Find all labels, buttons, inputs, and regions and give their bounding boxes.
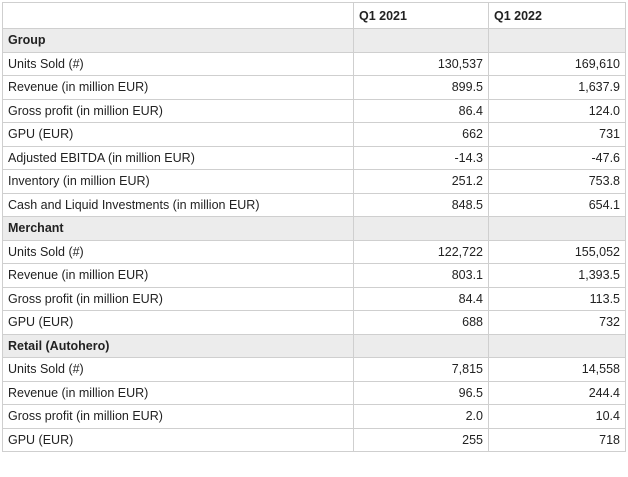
section-header-retail: Retail (Autohero) [2, 333, 626, 358]
header-q1-2022: Q1 2022 [488, 2, 626, 29]
value-q1-2021: 84.4 [353, 286, 489, 311]
value-q1-2021: 848.5 [353, 192, 489, 217]
value-q1-2022: 244.4 [488, 380, 626, 405]
row-label: Gross profit (in million EUR) [2, 98, 354, 123]
row-label: Units Sold (#) [2, 357, 354, 382]
value-q1-2021: 130,537 [353, 51, 489, 76]
table-row: Cash and Liquid Investments (in million … [2, 192, 626, 217]
value-q1-2021: 251.2 [353, 169, 489, 194]
table-row: Revenue (in million EUR) 96.5 244.4 [2, 380, 626, 405]
value-q1-2022: 1,637.9 [488, 75, 626, 100]
row-label: GPU (EUR) [2, 122, 354, 147]
section-title: Merchant [2, 216, 354, 241]
section-header-group: Group [2, 28, 626, 53]
kpi-table: Q1 2021 Q1 2022 Group Units Sold (#) 130… [2, 2, 626, 452]
section-empty-cell [353, 28, 489, 53]
header-q1-2021: Q1 2021 [353, 2, 489, 29]
value-q1-2021: 122,722 [353, 239, 489, 264]
header-label-column [2, 2, 354, 29]
value-q1-2021: 86.4 [353, 98, 489, 123]
table-row: Gross profit (in million EUR) 2.0 10.4 [2, 404, 626, 429]
value-q1-2022: 113.5 [488, 286, 626, 311]
value-q1-2022: 14,558 [488, 357, 626, 382]
value-q1-2022: 753.8 [488, 169, 626, 194]
row-label: Units Sold (#) [2, 239, 354, 264]
section-empty-cell [488, 333, 626, 358]
section-title: Group [2, 28, 354, 53]
row-label: Gross profit (in million EUR) [2, 286, 354, 311]
table-row: GPU (EUR) 662 731 [2, 122, 626, 147]
table-row: Units Sold (#) 7,815 14,558 [2, 357, 626, 382]
value-q1-2022: 10.4 [488, 404, 626, 429]
table-row: Revenue (in million EUR) 899.5 1,637.9 [2, 75, 626, 100]
table-row: Gross profit (in million EUR) 84.4 113.5 [2, 286, 626, 311]
table-row: Revenue (in million EUR) 803.1 1,393.5 [2, 263, 626, 288]
value-q1-2022: 169,610 [488, 51, 626, 76]
section-empty-cell [353, 216, 489, 241]
row-label: Revenue (in million EUR) [2, 75, 354, 100]
row-label: Cash and Liquid Investments (in million … [2, 192, 354, 217]
section-empty-cell [353, 333, 489, 358]
table-row: Gross profit (in million EUR) 86.4 124.0 [2, 98, 626, 123]
section-title: Retail (Autohero) [2, 333, 354, 358]
section-empty-cell [488, 216, 626, 241]
value-q1-2021: 255 [353, 427, 489, 452]
value-q1-2021: 688 [353, 310, 489, 335]
row-label: Revenue (in million EUR) [2, 263, 354, 288]
value-q1-2021: 662 [353, 122, 489, 147]
row-label: Adjusted EBITDA (in million EUR) [2, 145, 354, 170]
table-row: Units Sold (#) 130,537 169,610 [2, 51, 626, 76]
row-label: Gross profit (in million EUR) [2, 404, 354, 429]
value-q1-2022: 732 [488, 310, 626, 335]
value-q1-2022: 155,052 [488, 239, 626, 264]
table-row: GPU (EUR) 688 732 [2, 310, 626, 335]
table-row: Units Sold (#) 122,722 155,052 [2, 239, 626, 264]
row-label: Inventory (in million EUR) [2, 169, 354, 194]
row-label: GPU (EUR) [2, 427, 354, 452]
row-label: Revenue (in million EUR) [2, 380, 354, 405]
value-q1-2022: 1,393.5 [488, 263, 626, 288]
value-q1-2022: 731 [488, 122, 626, 147]
value-q1-2022: 718 [488, 427, 626, 452]
value-q1-2022: 124.0 [488, 98, 626, 123]
value-q1-2021: -14.3 [353, 145, 489, 170]
section-empty-cell [488, 28, 626, 53]
section-header-merchant: Merchant [2, 216, 626, 241]
value-q1-2022: 654.1 [488, 192, 626, 217]
header-row: Q1 2021 Q1 2022 [2, 2, 626, 29]
row-label: GPU (EUR) [2, 310, 354, 335]
value-q1-2021: 803.1 [353, 263, 489, 288]
value-q1-2021: 7,815 [353, 357, 489, 382]
table-row: Inventory (in million EUR) 251.2 753.8 [2, 169, 626, 194]
value-q1-2021: 96.5 [353, 380, 489, 405]
value-q1-2021: 2.0 [353, 404, 489, 429]
value-q1-2022: -47.6 [488, 145, 626, 170]
value-q1-2021: 899.5 [353, 75, 489, 100]
table-row: Adjusted EBITDA (in million EUR) -14.3 -… [2, 145, 626, 170]
table-row: GPU (EUR) 255 718 [2, 427, 626, 452]
row-label: Units Sold (#) [2, 51, 354, 76]
